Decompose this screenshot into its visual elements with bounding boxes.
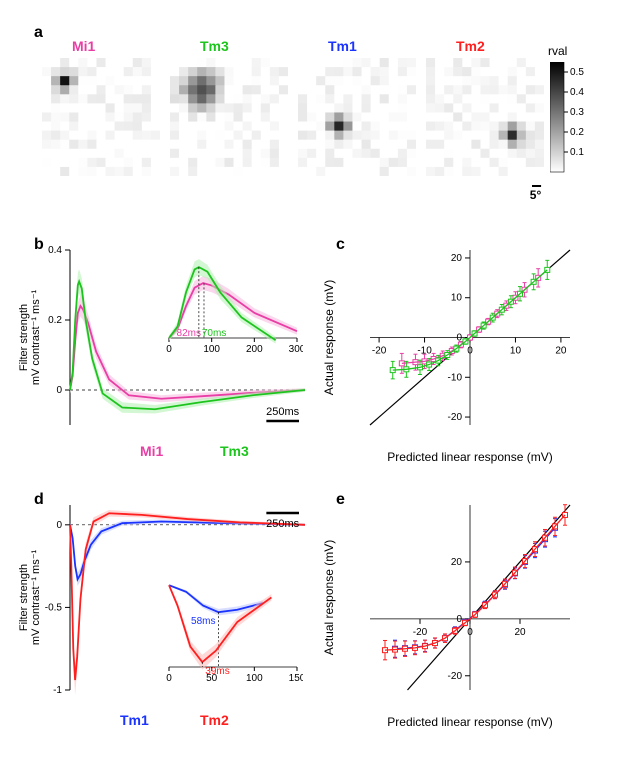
legend-tm1: Tm1 — [120, 712, 149, 728]
svg-text:Filter strength: Filter strength — [18, 564, 30, 631]
svg-text:0.3: 0.3 — [570, 107, 584, 118]
svg-text:0.4: 0.4 — [570, 87, 584, 98]
svg-text:-20: -20 — [372, 346, 387, 357]
svg-text:0: 0 — [166, 673, 172, 684]
scalebar-a: 5° — [526, 182, 566, 202]
svg-text:150: 150 — [289, 673, 303, 684]
rf-label-tm3: Tm3 — [200, 38, 229, 54]
svg-text:-1: -1 — [53, 685, 62, 696]
rf-heatmap-tm3 — [170, 58, 288, 176]
svg-text:mV contrast⁻¹ ms⁻¹: mV contrast⁻¹ ms⁻¹ — [30, 549, 42, 645]
svg-text:0: 0 — [56, 520, 62, 531]
svg-text:0.5: 0.5 — [570, 67, 584, 78]
svg-text:58ms: 58ms — [191, 616, 215, 627]
svg-text:0.1: 0.1 — [570, 147, 584, 158]
svg-text:5°: 5° — [530, 188, 542, 202]
svg-text:0.4: 0.4 — [48, 245, 62, 256]
svg-text:100: 100 — [246, 673, 263, 684]
svg-text:Predicted linear response (mV): Predicted linear response (mV) — [387, 715, 552, 729]
svg-text:-20: -20 — [448, 412, 463, 423]
colorbar-label: rval — [548, 44, 567, 58]
svg-text:mV contrast⁻¹ ms⁻¹: mV contrast⁻¹ ms⁻¹ — [30, 289, 42, 385]
svg-text:0: 0 — [456, 614, 462, 625]
svg-text:Actual response (mV): Actual response (mV) — [322, 540, 336, 655]
rf-heatmap-tm1 — [298, 58, 416, 176]
svg-text:250ms: 250ms — [266, 518, 300, 530]
svg-text:10: 10 — [510, 346, 522, 357]
svg-text:0: 0 — [56, 385, 62, 396]
svg-text:0: 0 — [467, 346, 473, 357]
svg-text:0: 0 — [166, 344, 172, 355]
panel-letter-a: a — [34, 24, 43, 42]
colorbar: 0.1 0.2 0.3 0.4 0.5 — [550, 62, 604, 182]
rf-label-tm2: Tm2 — [456, 38, 485, 54]
svg-text:Predicted linear response (mV): Predicted linear response (mV) — [387, 450, 552, 464]
figure-root: { "panel_a": { "letter": "a", "cells": [… — [0, 0, 624, 757]
svg-text:250ms: 250ms — [266, 406, 300, 418]
legend-tm3: Tm3 — [220, 443, 249, 459]
svg-text:0.2: 0.2 — [48, 315, 62, 326]
rf-heatmap-tm2 — [426, 58, 544, 176]
svg-text:20: 20 — [451, 253, 463, 264]
svg-text:Filter strength: Filter strength — [18, 304, 30, 371]
filter-inset: 05010015058ms39ms — [165, 575, 303, 687]
svg-text:20: 20 — [514, 627, 526, 638]
svg-text:-20: -20 — [413, 627, 428, 638]
svg-text:300: 300 — [289, 344, 303, 355]
legend-tm2: Tm2 — [200, 712, 229, 728]
svg-text:-0.5: -0.5 — [45, 602, 63, 613]
filter-inset: 0 100 200 300 82ms70ms — [165, 256, 303, 358]
svg-text:0.2: 0.2 — [570, 127, 584, 138]
svg-text:-10: -10 — [448, 372, 463, 383]
svg-text:70ms: 70ms — [202, 328, 226, 339]
svg-text:200: 200 — [246, 344, 263, 355]
rf-label-mi1: Mi1 — [72, 38, 95, 54]
legend-mi1: Mi1 — [140, 443, 163, 459]
scatter-c: -20-1001020-20-1001020Predicted linear r… — [315, 240, 595, 470]
svg-text:39ms: 39ms — [205, 666, 229, 677]
svg-text:82ms: 82ms — [177, 328, 201, 339]
svg-text:10: 10 — [451, 293, 463, 304]
svg-text:20: 20 — [555, 346, 567, 357]
svg-text:-20: -20 — [448, 671, 463, 682]
rf-label-tm1: Tm1 — [328, 38, 357, 54]
svg-text:0: 0 — [467, 627, 473, 638]
rf-heatmap-mi1 — [42, 58, 160, 176]
svg-text:20: 20 — [451, 557, 463, 568]
scatter-e: -20 0 20 -20 0 20 Predicted linear response (m… — [315, 495, 595, 735]
svg-text:100: 100 — [203, 344, 220, 355]
svg-text:Actual response (mV): Actual response (mV) — [322, 280, 336, 395]
